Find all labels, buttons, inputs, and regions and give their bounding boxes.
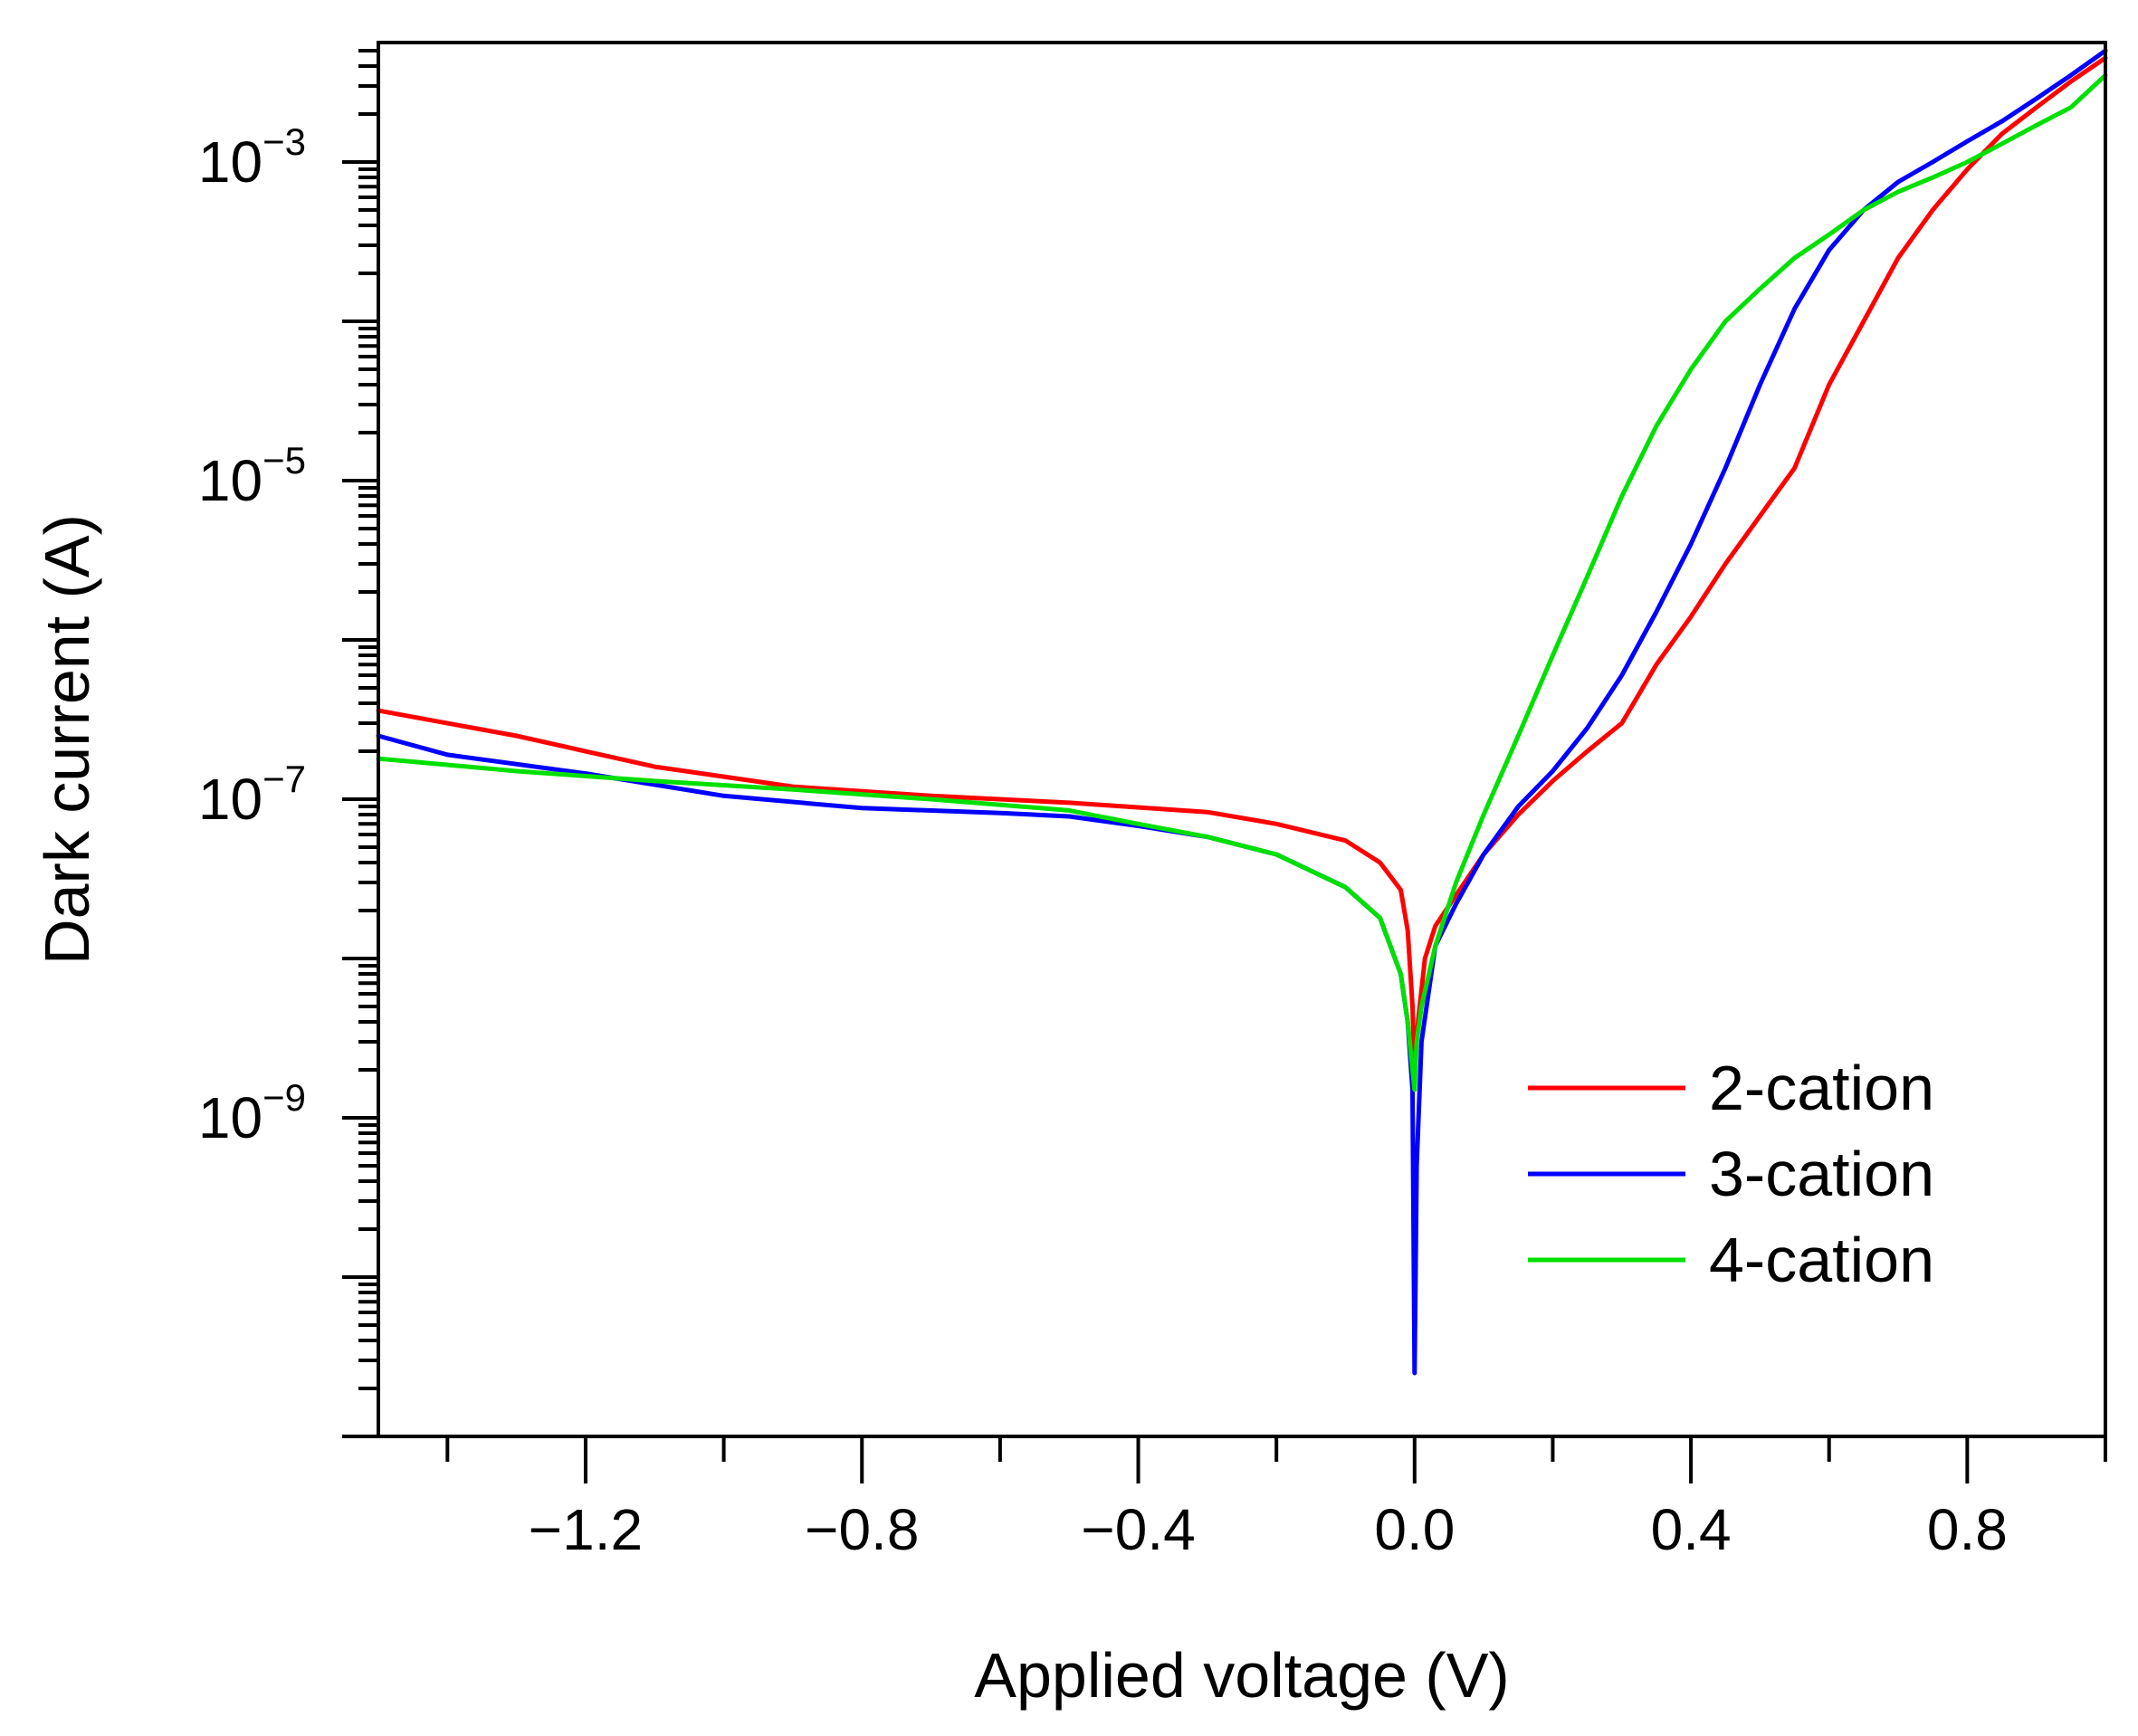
- x-tick-label: −0.8: [805, 1497, 919, 1562]
- x-tick-label: 0.4: [1651, 1497, 1732, 1562]
- y-tick-label: 10−7: [198, 758, 306, 832]
- series-line-4-cation: [376, 72, 2108, 1092]
- y-tick-base: 10: [198, 767, 262, 832]
- y-tick-label: 10−3: [198, 120, 306, 195]
- y-tick-base: 10: [198, 448, 262, 513]
- x-tick-label: −0.4: [1081, 1497, 1195, 1562]
- y-tick-exponent: −3: [262, 120, 306, 163]
- x-tick-label: 0.0: [1374, 1497, 1455, 1562]
- x-tick-label: 0.8: [1927, 1497, 2008, 1562]
- y-tick-base: 10: [198, 129, 262, 195]
- plot-frame: [377, 41, 2107, 1438]
- labels-layer: −1.2 −0.8 −0.4 0.0 0.4 0.810−310−510−710−9: [198, 120, 2008, 1562]
- legend-label-2-cation: 2-cation: [1709, 1053, 1934, 1123]
- y-tick-label: 10−5: [198, 439, 306, 513]
- y-tick-base: 10: [198, 1085, 262, 1150]
- y-axis-title: Dark current (A): [32, 514, 102, 965]
- x-tick-label: −1.2: [529, 1497, 643, 1562]
- series-layer: [376, 48, 2108, 1376]
- y-tick-exponent: −9: [262, 1076, 306, 1119]
- legend-label-4-cation: 4-cation: [1709, 1225, 1934, 1295]
- legend-label-3-cation: 3-cation: [1709, 1139, 1934, 1209]
- legend: 2-cation 3-cation 4-cation: [1528, 1053, 1934, 1295]
- y-tick-label: 10−9: [198, 1076, 306, 1150]
- series-line-2-cation: [376, 55, 2108, 1073]
- y-tick-exponent: −5: [262, 439, 306, 482]
- ticks-layer: [342, 48, 2107, 1483]
- series-line-3-cation: [376, 48, 2108, 1376]
- y-tick-exponent: −7: [262, 758, 306, 800]
- x-axis-title: Applied voltage (V): [974, 1640, 1509, 1711]
